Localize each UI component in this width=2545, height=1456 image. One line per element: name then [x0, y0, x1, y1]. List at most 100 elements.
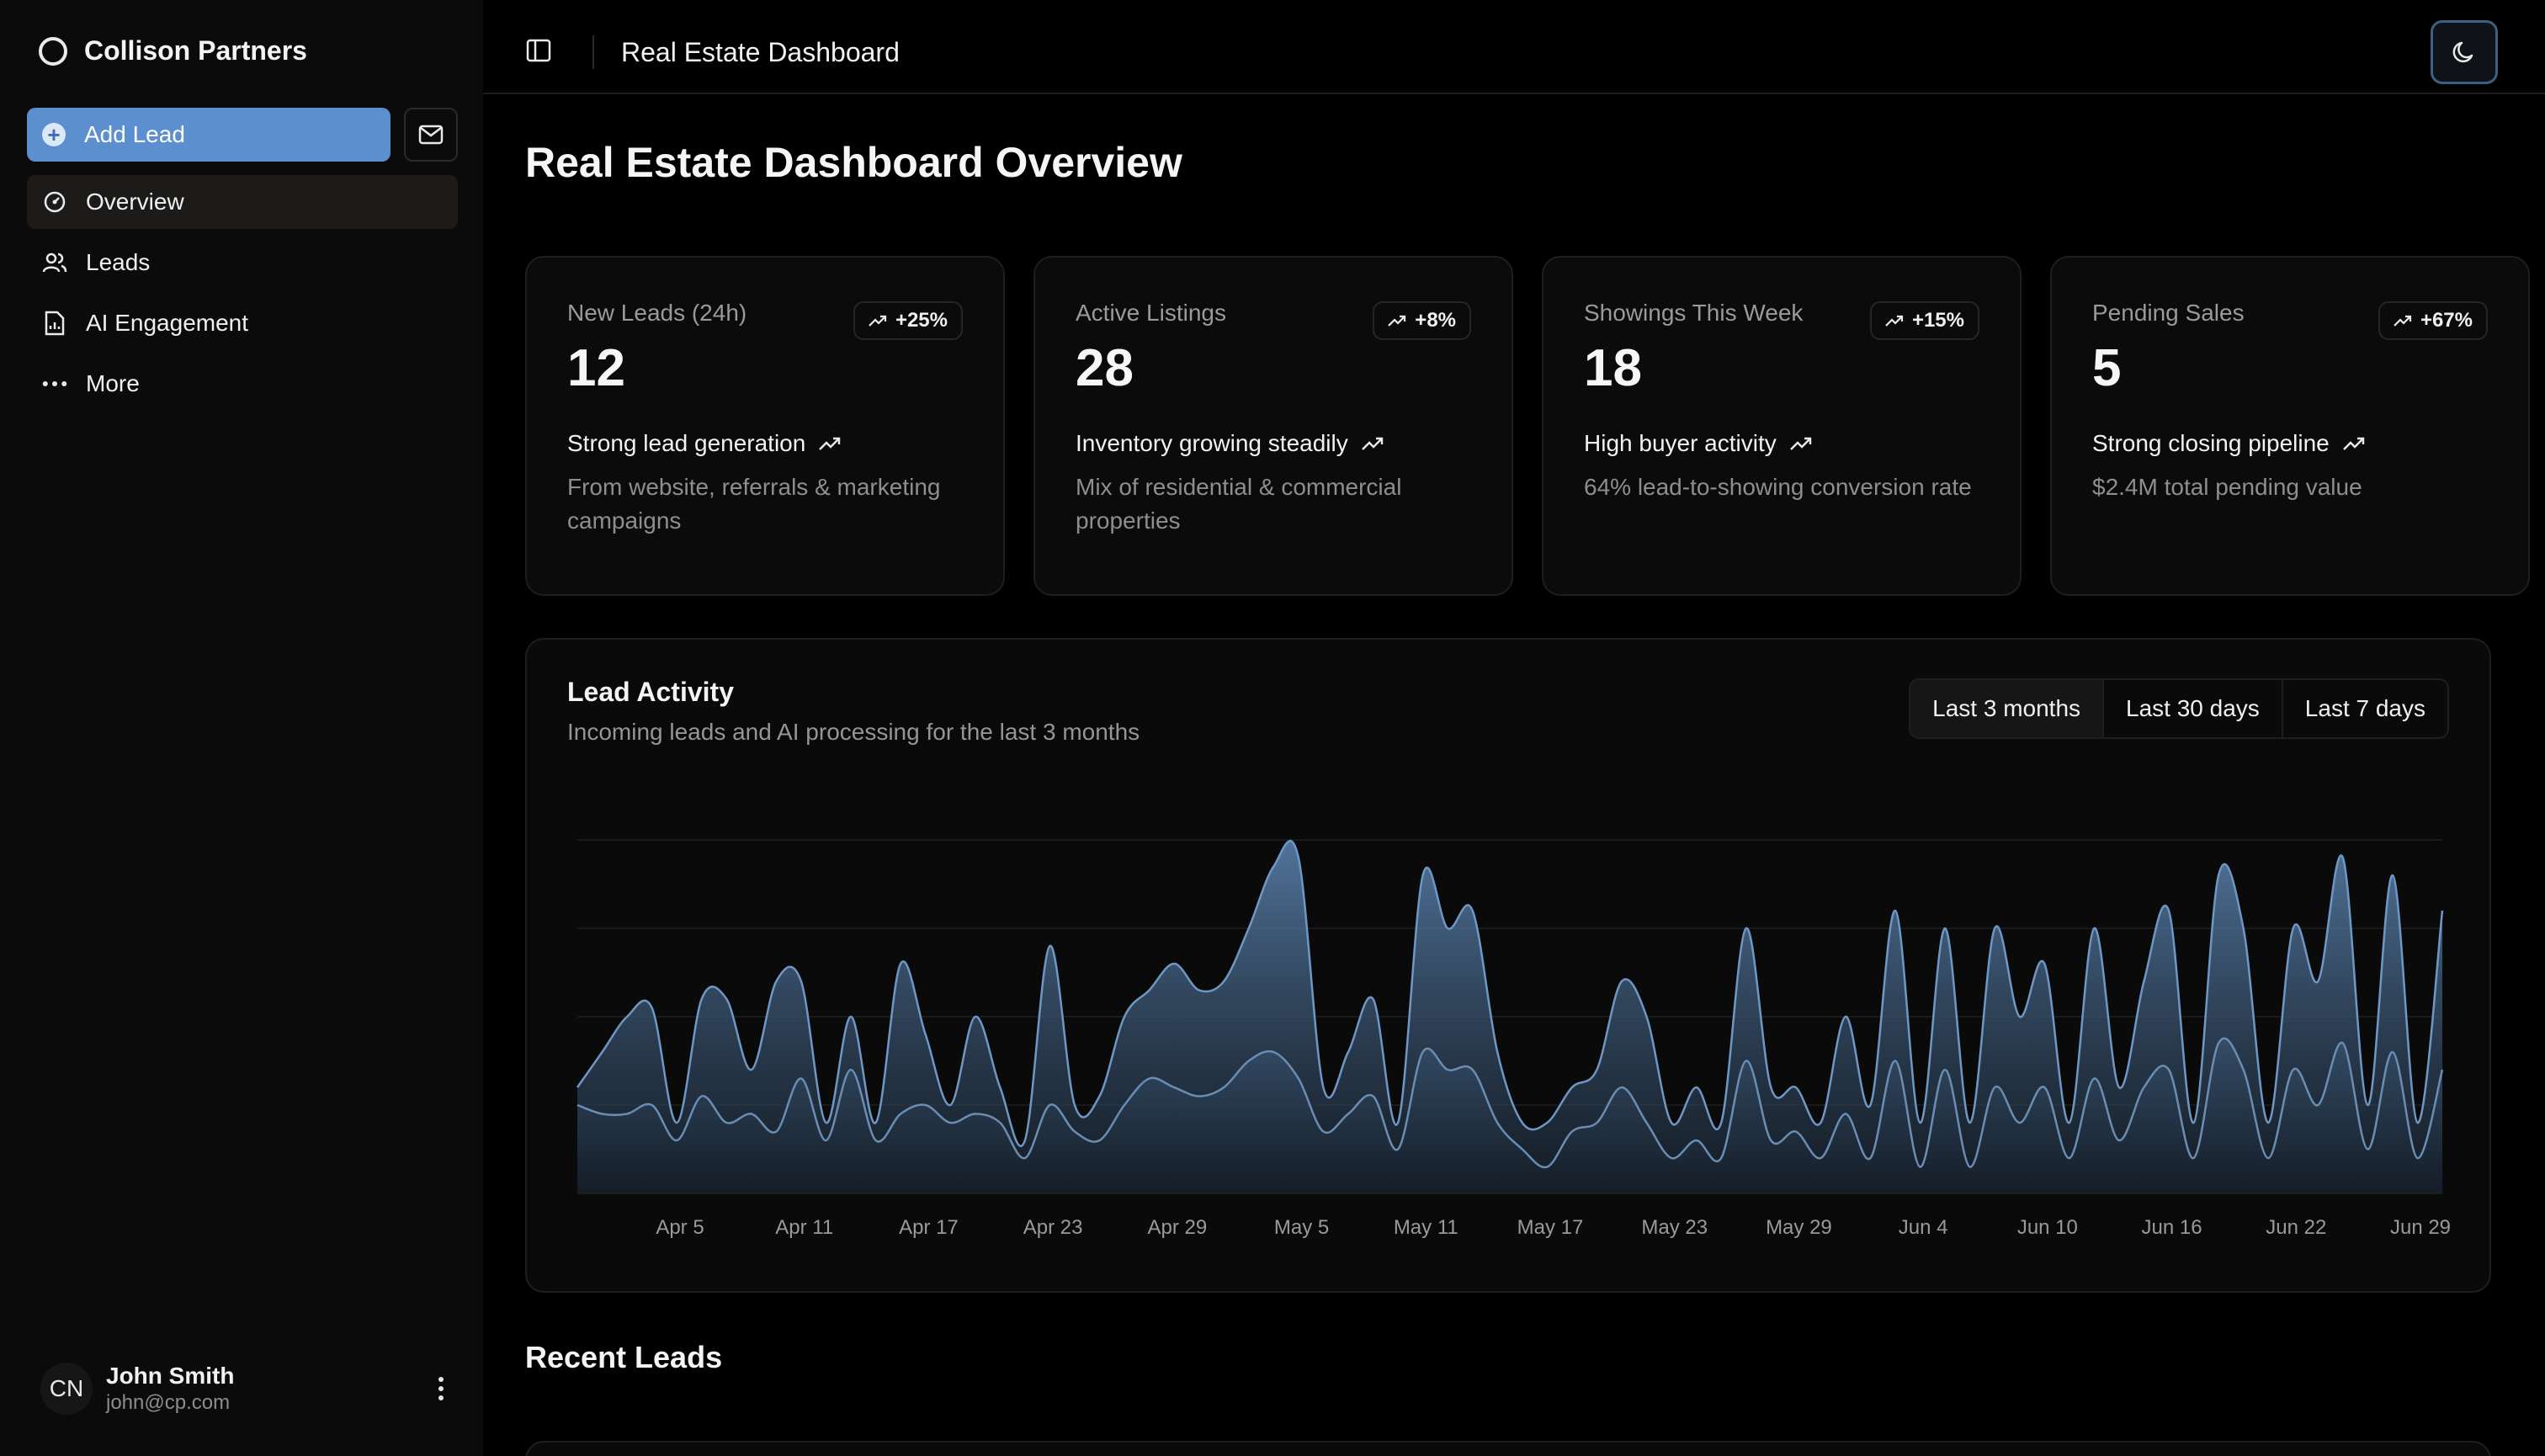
- x-tick-label: May 29: [1766, 1216, 1832, 1239]
- stat-headline-text: Inventory growing steadily: [1076, 430, 1348, 456]
- trend-value: +67%: [2420, 309, 2473, 332]
- stat-headline-text: High buyer activity: [1584, 430, 1777, 456]
- stat-card-new-leads: New Leads (24h) 12 +25% Strong lead gene…: [525, 256, 1005, 596]
- chart-subtitle: Incoming leads and AI processing for the…: [567, 719, 1140, 745]
- header-divider: [592, 35, 594, 69]
- lead-activity-chart[interactable]: Apr 5 Apr 11 Apr 17 Apr 23 Apr 29 May 5 May 11…: [527, 640, 2493, 1294]
- x-tick-label: Apr 23: [1023, 1216, 1083, 1239]
- stat-description: $2.4M total pending value: [2092, 474, 2362, 500]
- sidebar-toggle-icon: [526, 39, 551, 62]
- x-tick-label: May 11: [1394, 1216, 1458, 1239]
- x-tick-label: Jun 22: [2266, 1216, 2326, 1239]
- stat-headline: Strong lead generation: [567, 430, 963, 457]
- x-tick-label: Jun 29: [2390, 1216, 2451, 1239]
- x-tick-label: Apr 11: [775, 1216, 833, 1239]
- add-lead-button[interactable]: + Add Lead: [27, 108, 391, 162]
- stat-label: Active Listings: [1076, 300, 1226, 326]
- trending-up-icon: [2394, 315, 2412, 327]
- stat-description: Mix of residential & commercial properti…: [1076, 474, 1402, 534]
- stat-headline: Strong closing pipeline: [2092, 430, 2488, 457]
- recent-leads-title: Recent Leads: [525, 1340, 723, 1374]
- users-icon: [42, 250, 67, 275]
- x-tick-label: Apr 17: [899, 1216, 959, 1239]
- recent-leads-card: [525, 1441, 2491, 1456]
- sidebar-nav: Overview Leads AI Engagement More: [27, 175, 458, 417]
- trending-up-icon: [2342, 437, 2364, 450]
- brand-logo-icon: [39, 36, 67, 66]
- stat-card-active-listings: Active Listings 28 +8% Inventory growing…: [1033, 256, 1513, 596]
- x-tick-label: Jun 10: [2017, 1216, 2078, 1239]
- mail-icon: [418, 125, 444, 145]
- stat-headline-text: Strong lead generation: [567, 430, 806, 456]
- stat-headline: High buyer activity: [1584, 430, 1979, 457]
- time-range-toggle: Last 3 months Last 30 days Last 7 days: [1909, 678, 2449, 739]
- trend-value: +15%: [1911, 309, 1964, 332]
- sidebar-item-label: More: [86, 370, 140, 396]
- x-tick-label: Jun 4: [1899, 1216, 1948, 1239]
- trending-up-icon: [1361, 437, 1383, 450]
- sidebar: Collison Partners + Add Lead Overview Le…: [0, 0, 483, 1456]
- trend-badge: +8%: [1373, 301, 1471, 340]
- series-area-ai-processed: [577, 1038, 2442, 1193]
- x-tick-label: May 23: [1641, 1216, 1708, 1239]
- range-option-30-days[interactable]: Last 30 days: [2102, 680, 2282, 737]
- sidebar-item-label: Leads: [86, 249, 151, 275]
- sidebar-item-more[interactable]: More: [27, 357, 458, 411]
- more-dots-icon: [42, 371, 67, 396]
- x-tick-label: May 5: [1274, 1216, 1329, 1239]
- inbox-button[interactable]: [404, 108, 458, 162]
- trend-badge: +15%: [1869, 301, 1979, 340]
- brand[interactable]: Collison Partners: [39, 35, 307, 66]
- trending-up-icon: [1885, 315, 1904, 327]
- stat-headline-text: Strong closing pipeline: [2092, 430, 2330, 456]
- sidebar-item-overview[interactable]: Overview: [27, 175, 458, 229]
- trend-value: +25%: [895, 309, 948, 332]
- stat-description: From website, referrals & marketing camp…: [567, 474, 941, 534]
- trending-up-icon: [819, 437, 841, 450]
- lead-activity-card: Lead Activity Incoming leads and AI proc…: [525, 638, 2491, 1293]
- stat-card-showings: Showings This Week 18 +15% High buyer ac…: [1542, 256, 2022, 596]
- trend-badge: +67%: [2378, 301, 2488, 340]
- stat-card-pending-sales: Pending Sales 5 +67% Strong closing pipe…: [2050, 256, 2530, 596]
- add-lead-label: Add Lead: [84, 121, 185, 147]
- stat-label: New Leads (24h): [567, 300, 747, 326]
- sidebar-item-label: Overview: [86, 189, 184, 215]
- file-chart-icon: [42, 311, 67, 336]
- top-header: Real Estate Dashboard: [483, 0, 2545, 94]
- theme-toggle-button[interactable]: [2431, 20, 2498, 84]
- user-menu-button[interactable]: [424, 1372, 458, 1406]
- avatar: CN: [40, 1363, 93, 1415]
- sidebar-item-ai-engagement[interactable]: AI Engagement: [27, 296, 458, 350]
- range-option-7-days[interactable]: Last 7 days: [2281, 680, 2447, 737]
- stat-value: 5: [2092, 339, 2122, 397]
- user-name: John Smith: [106, 1363, 235, 1389]
- range-option-3-months[interactable]: Last 3 months: [1910, 680, 2103, 737]
- stat-value: 18: [1584, 339, 1642, 397]
- chart-title: Lead Activity: [567, 677, 734, 707]
- series-line-leads: [576, 840, 2444, 1148]
- sidebar-item-leads[interactable]: Leads: [27, 236, 458, 290]
- toggle-sidebar-button[interactable]: [525, 37, 552, 64]
- page-title: Real Estate Dashboard Overview: [525, 139, 1182, 186]
- stat-value: 28: [1076, 339, 1134, 397]
- x-tick-label: Jun 16: [2142, 1216, 2202, 1239]
- x-tick-label: Apr 5: [656, 1216, 704, 1239]
- trending-up-icon: [1388, 315, 1406, 327]
- plus-circle-icon: +: [42, 123, 66, 146]
- x-tick-label: May 17: [1517, 1216, 1584, 1239]
- trend-badge: +25%: [853, 301, 963, 340]
- stat-headline: Inventory growing steadily: [1076, 430, 1471, 457]
- user-profile[interactable]: CN John Smith john@cp.com: [40, 1357, 458, 1421]
- series-area-leads: [577, 841, 2442, 1193]
- stat-value: 12: [567, 339, 625, 397]
- gauge-icon: [42, 189, 67, 215]
- series-line-ai-processed: [576, 1037, 2444, 1169]
- stat-label: Showings This Week: [1584, 300, 1804, 326]
- header-title: Real Estate Dashboard: [621, 37, 900, 67]
- sidebar-item-label: AI Engagement: [86, 310, 249, 336]
- moon-icon: [2452, 41, 2473, 63]
- vertical-dots-icon: [438, 1377, 444, 1382]
- x-tick-label: Apr 29: [1147, 1216, 1207, 1239]
- stat-description: 64% lead-to-showing conversion rate: [1584, 474, 1972, 500]
- stat-cards: New Leads (24h) 12 +25% Strong lead gene…: [525, 256, 2530, 596]
